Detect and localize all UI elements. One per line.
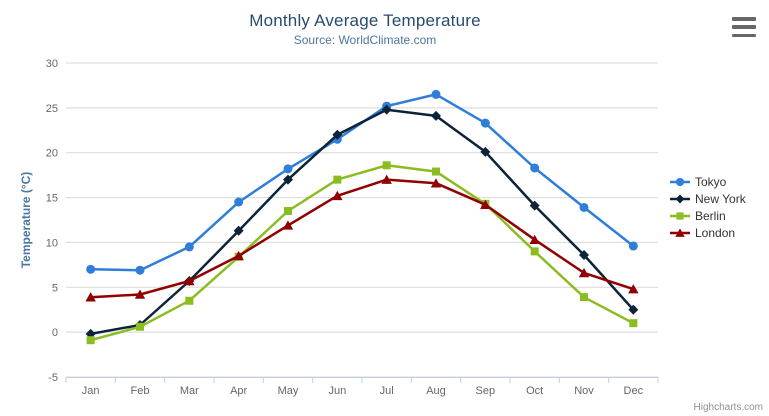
data-point-marker-square[interactable]: [530, 247, 539, 256]
data-point-marker-triangle-up[interactable]: [282, 220, 294, 230]
data-point-marker-circle[interactable]: [628, 241, 638, 251]
x-axis-tick-label: Jun: [328, 385, 346, 397]
y-axis-tick-label: 10: [46, 237, 58, 249]
legend: Tokyo New York Berlin London: [670, 175, 746, 240]
diamond-legend-marker-icon: [670, 194, 690, 204]
data-point-marker-square[interactable]: [629, 319, 638, 328]
hamburger-menu-icon: [732, 17, 756, 21]
y-axis-tick-label: -5: [48, 372, 58, 384]
x-axis-tick-label: Jul: [380, 385, 394, 397]
data-point-marker-circle[interactable]: [480, 118, 490, 128]
hamburger-menu-icon: [732, 25, 756, 29]
data-point-marker-diamond[interactable]: [480, 146, 491, 157]
data-point-marker-circle[interactable]: [283, 164, 293, 174]
data-point-marker-triangle-up[interactable]: [578, 267, 590, 278]
x-axis-tick-label: Nov: [574, 385, 594, 397]
data-point-marker-triangle-up[interactable]: [233, 250, 244, 261]
data-point-marker-square[interactable]: [333, 175, 342, 184]
data-point-marker-triangle-up[interactable]: [85, 292, 96, 302]
data-point-marker-diamond[interactable]: [332, 129, 343, 140]
data-point-marker-square[interactable]: [580, 293, 588, 302]
x-axis-tick-label: Sep: [476, 385, 496, 397]
highcharts-credit[interactable]: Highcharts.com: [693, 402, 763, 413]
data-point-marker-circle[interactable]: [86, 264, 96, 274]
data-point-marker-square[interactable]: [432, 167, 440, 176]
x-axis-tick-label: May: [278, 385, 299, 397]
legend-label: Tokyo: [695, 175, 727, 189]
data-point-marker-diamond[interactable]: [628, 304, 639, 315]
series-line[interactable]: [89, 164, 635, 342]
data-point-marker-diamond[interactable]: [579, 249, 589, 260]
chart-subtitle: Source: WorldClimate.com: [293, 33, 437, 47]
chart-title: Monthly Average Temperature: [249, 11, 481, 30]
x-axis-tick-label: Dec: [624, 385, 644, 397]
data-point-marker-square[interactable]: [185, 296, 194, 305]
data-point-marker-square[interactable]: [382, 161, 391, 170]
legend-item-new-york[interactable]: New York: [670, 192, 746, 206]
y-axis-tick-label: 30: [46, 58, 58, 70]
legend-item-london[interactable]: London: [670, 226, 746, 240]
data-point-marker-circle[interactable]: [431, 89, 441, 99]
data-point-marker-circle[interactable]: [184, 242, 194, 252]
data-point-marker-square[interactable]: [136, 322, 144, 331]
data-point-marker-circle[interactable]: [675, 177, 685, 187]
data-point-marker-diamond[interactable]: [381, 104, 392, 115]
square-legend-marker-icon: [670, 212, 690, 220]
data-point-marker-diamond[interactable]: [233, 225, 244, 236]
legend-item-tokyo[interactable]: Tokyo: [670, 175, 746, 189]
data-point-marker-triangle-up[interactable]: [184, 276, 195, 286]
data-point-marker-diamond[interactable]: [283, 174, 293, 185]
export-menu-button[interactable]: [732, 16, 758, 38]
data-point-marker-circle[interactable]: [530, 163, 540, 173]
series-line[interactable]: [89, 93, 635, 272]
y-axis-tick-label: 15: [46, 193, 58, 205]
data-point-marker-circle[interactable]: [135, 265, 145, 275]
x-axis-tick-label: Oct: [526, 385, 543, 397]
data-point-marker-triangle-up[interactable]: [381, 174, 392, 184]
data-point-marker-square[interactable]: [284, 207, 292, 216]
legend-label: New York: [695, 192, 746, 206]
hamburger-menu-icon: [732, 33, 756, 37]
data-point-marker-triangle-up[interactable]: [675, 228, 685, 237]
x-axis-tick-label: Jan: [82, 385, 100, 397]
legend-item-berlin[interactable]: Berlin: [670, 209, 746, 223]
data-point-marker-diamond[interactable]: [675, 194, 685, 204]
x-axis-tick-label: Aug: [426, 385, 446, 397]
y-axis-tick-label: 25: [46, 103, 58, 115]
data-point-marker-triangle-up[interactable]: [134, 289, 146, 299]
x-axis-tick-label: Apr: [230, 385, 247, 397]
x-axis-tick-label: Mar: [180, 385, 199, 397]
series-berlin: [86, 161, 638, 345]
data-point-marker-triangle-up[interactable]: [480, 199, 491, 210]
series-london: [85, 174, 639, 302]
legend-label: London: [695, 226, 736, 240]
series-line[interactable]: [89, 178, 635, 299]
y-axis-tick-label: 20: [46, 148, 58, 160]
data-point-marker-circle[interactable]: [579, 202, 589, 212]
data-point-marker-circle[interactable]: [234, 197, 244, 207]
data-point-marker-diamond[interactable]: [431, 110, 441, 121]
circle-legend-marker-icon: [670, 177, 690, 187]
series-tokyo: [86, 89, 638, 275]
y-axis-title: Temperature (°C): [19, 172, 33, 269]
y-axis-tick-label: 0: [52, 327, 58, 339]
series-new-york: [85, 104, 639, 339]
data-point-marker-triangle-up[interactable]: [628, 284, 639, 294]
y-axis-tick-label: 5: [52, 282, 58, 294]
legend-label: Berlin: [695, 209, 726, 223]
data-point-marker-square[interactable]: [86, 336, 95, 345]
data-point-marker-triangle-up[interactable]: [332, 190, 343, 201]
series-line[interactable]: [89, 108, 635, 336]
data-point-marker-triangle-up[interactable]: [430, 178, 442, 188]
data-point-marker-square[interactable]: [676, 212, 684, 220]
data-point-marker-triangle-up[interactable]: [529, 234, 540, 245]
data-point-marker-diamond[interactable]: [529, 200, 540, 211]
x-axis-tick-label: Feb: [131, 385, 150, 397]
triangle-up-legend-marker-icon: [670, 228, 690, 237]
